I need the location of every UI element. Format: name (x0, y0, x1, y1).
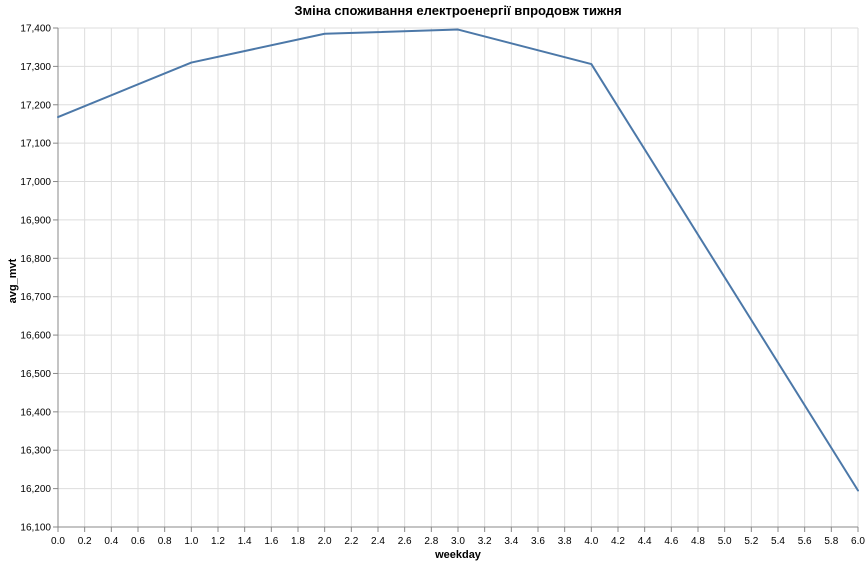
y-tick-label: 17,200 (20, 100, 51, 111)
x-tick-label: 5.6 (798, 536, 812, 547)
x-tick-label: 5.8 (824, 536, 838, 547)
x-axis-ticks: 0.0 0.2 0.4 0.6 0.8 1.0 1.2 1.4 1.6 1.8 2.0 2.2 2.4 2… (51, 527, 865, 547)
x-tick-label: 3.2 (478, 536, 492, 547)
y-tick-label: 16,300 (20, 446, 51, 457)
x-tick-label: 1.4 (238, 536, 252, 547)
x-tick-label: 5.2 (744, 536, 758, 547)
x-tick-label: 4.2 (611, 536, 625, 547)
x-tick-label: 2.6 (398, 536, 412, 547)
x-tick-label: 0.2 (78, 536, 92, 547)
x-tick-label: 0.8 (158, 536, 172, 547)
x-tick-label: 5.0 (718, 536, 732, 547)
x-tick-label: 6.0 (851, 536, 865, 547)
y-tick-label: 16,100 (20, 523, 51, 534)
x-tick-label: 3.6 (531, 536, 545, 547)
data-series (57, 28, 859, 492)
y-axis-title: avg_mvt (7, 258, 19, 303)
x-tick-label: 4.4 (638, 536, 652, 547)
y-axis-ticks: 16,100 16,200 16,300 16,400 16,500 16,600 16,7… (20, 24, 58, 534)
y-tick-label: 16,900 (20, 215, 51, 226)
y-tick-label: 17,300 (20, 62, 51, 73)
y-tick-label: 16,200 (20, 484, 51, 495)
x-tick-label: 0.0 (51, 536, 65, 547)
gridlines (57, 27, 859, 528)
x-tick-label: 4.0 (584, 536, 598, 547)
y-tick-label: 17,000 (20, 177, 51, 188)
x-tick-label: 2.8 (424, 536, 438, 547)
x-tick-label: 2.0 (318, 536, 332, 547)
x-tick-label: 3.0 (451, 536, 465, 547)
x-tick-label: 4.6 (664, 536, 678, 547)
x-tick-label: 0.6 (131, 536, 145, 547)
x-tick-label: 3.8 (558, 536, 572, 547)
x-tick-label: 1.2 (211, 536, 225, 547)
y-tick-label: 17,100 (20, 139, 51, 150)
x-tick-label: 1.6 (264, 536, 278, 547)
x-tick-label: 1.0 (184, 536, 198, 547)
y-tick-label: 16,800 (20, 254, 51, 265)
y-tick-label: 16,600 (20, 331, 51, 342)
x-tick-label: 4.8 (691, 536, 705, 547)
series-line (57, 28, 859, 492)
chart-title: Зміна споживання електроенергії впродовж… (294, 3, 621, 18)
x-tick-label: 0.4 (104, 536, 118, 547)
x-tick-label: 3.4 (504, 536, 518, 547)
x-tick-label: 5.4 (771, 536, 785, 547)
y-tick-label: 16,700 (20, 292, 51, 303)
y-tick-label: 17,400 (20, 24, 51, 35)
x-tick-label: 2.4 (371, 536, 385, 547)
y-tick-label: 16,500 (20, 369, 51, 380)
x-tick-label: 2.2 (344, 536, 358, 547)
y-tick-label: 16,400 (20, 407, 51, 418)
x-axis-title: weekday (434, 549, 482, 561)
x-tick-label: 1.8 (291, 536, 305, 547)
